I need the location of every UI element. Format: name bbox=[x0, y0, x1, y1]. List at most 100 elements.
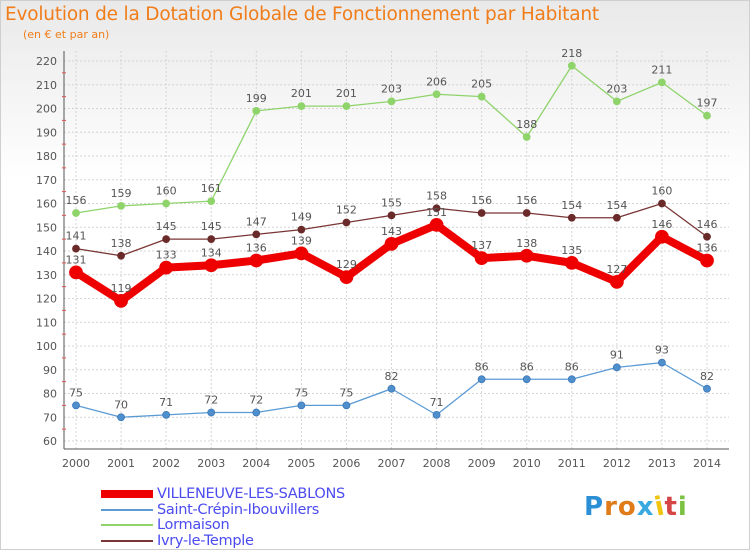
point-ivry-2009 bbox=[477, 209, 486, 217]
point-saint-crepin-2011 bbox=[567, 375, 576, 384]
point-villeneuve-2001 bbox=[114, 293, 128, 308]
point-saint-crepin-2003 bbox=[207, 408, 216, 417]
x-tick-label-2005: 2005 bbox=[287, 457, 315, 470]
value-label-saint-crepin-2008: 71 bbox=[430, 396, 444, 409]
value-label-saint-crepin-2011: 86 bbox=[565, 360, 579, 373]
point-saint-crepin-2006 bbox=[342, 401, 351, 410]
point-saint-crepin-2004 bbox=[252, 408, 261, 417]
x-tick-label-2009: 2009 bbox=[468, 457, 496, 470]
axis-layer: 60 70 80 90 100 110 120 130 140 150 160 170 180 190 20… bbox=[36, 51, 729, 470]
logo-letter: o bbox=[617, 492, 637, 522]
point-lormaison-2010 bbox=[522, 133, 531, 141]
x-tick-label-2014: 2014 bbox=[693, 457, 721, 470]
value-label-lormaison-2000: 156 bbox=[66, 194, 87, 207]
point-ivry-2002 bbox=[162, 235, 171, 244]
value-label-lormaison-2009: 205 bbox=[471, 78, 492, 91]
point-lormaison-2006 bbox=[342, 102, 351, 111]
value-label-lormaison-2013: 211 bbox=[651, 63, 672, 76]
value-label-villeneuve-2005: 139 bbox=[291, 234, 312, 247]
value-label-villeneuve-2003: 134 bbox=[201, 246, 222, 259]
point-lormaison-2001 bbox=[117, 201, 125, 210]
logo-letter: r bbox=[604, 492, 618, 522]
y-tick-label-110: 110 bbox=[36, 316, 57, 329]
logo-letter: P bbox=[584, 492, 605, 522]
value-label-lormaison-2008: 206 bbox=[426, 75, 447, 88]
point-villeneuve-2003 bbox=[204, 258, 219, 273]
point-ivry-2008 bbox=[432, 204, 441, 213]
value-label-ivry-2002: 145 bbox=[156, 220, 177, 233]
y-tick-label-210: 210 bbox=[36, 79, 57, 92]
x-tick-label-2006: 2006 bbox=[332, 457, 360, 470]
point-ivry-2001 bbox=[117, 251, 125, 260]
value-label-ivry-2008: 158 bbox=[426, 189, 447, 202]
value-label-ivry-2000: 141 bbox=[66, 230, 87, 243]
logo-letter: t bbox=[664, 492, 678, 522]
point-saint-crepin-2007 bbox=[387, 384, 396, 393]
series-lormaison bbox=[72, 61, 711, 217]
x-tick-label-2011: 2011 bbox=[558, 457, 586, 470]
value-label-saint-crepin-2010: 86 bbox=[520, 360, 534, 373]
y-tick-label-160: 160 bbox=[36, 198, 57, 211]
value-label-lormaison-2012: 203 bbox=[606, 82, 627, 95]
point-lormaison-2014 bbox=[703, 111, 711, 120]
point-saint-crepin-2008 bbox=[432, 410, 441, 419]
x-tick-label-2008: 2008 bbox=[423, 457, 451, 470]
point-villeneuve-2011 bbox=[564, 255, 579, 270]
value-label-ivry-2007: 155 bbox=[381, 196, 402, 209]
point-villeneuve-2006 bbox=[339, 270, 354, 285]
value-label-villeneuve-2004: 136 bbox=[246, 242, 267, 255]
y-tick-label-60: 60 bbox=[43, 435, 57, 448]
value-label-villeneuve-2013: 146 bbox=[651, 218, 672, 231]
point-villeneuve-2014 bbox=[700, 253, 714, 268]
value-label-saint-crepin-2000: 75 bbox=[69, 386, 83, 399]
x-tick-label-2002: 2002 bbox=[152, 457, 180, 470]
y-tick-label-200: 200 bbox=[36, 103, 57, 116]
legend-swatch-ivry bbox=[101, 539, 153, 542]
point-lormaison-2004 bbox=[252, 106, 261, 115]
value-label-villeneuve-2012: 127 bbox=[606, 263, 627, 276]
y-tick-label-120: 120 bbox=[36, 293, 57, 306]
point-ivry-2006 bbox=[342, 218, 351, 227]
y-tick-label-130: 130 bbox=[36, 269, 57, 282]
value-label-layer: 131 119 133 134 136 139 129 143 151 137 138 135 127 1… bbox=[66, 47, 718, 412]
point-villeneuve-2007 bbox=[384, 236, 399, 251]
x-tick-label-2012: 2012 bbox=[603, 457, 631, 470]
point-villeneuve-2009 bbox=[474, 251, 489, 266]
value-label-saint-crepin-2002: 71 bbox=[159, 396, 173, 409]
value-label-ivry-2003: 145 bbox=[201, 220, 222, 233]
value-label-lormaison-2014: 197 bbox=[697, 97, 718, 110]
point-villeneuve-2008 bbox=[429, 217, 444, 232]
value-label-ivry-2004: 147 bbox=[246, 215, 267, 228]
y-tick-label-100: 100 bbox=[36, 340, 57, 353]
point-lormaison-2008 bbox=[432, 90, 441, 99]
value-label-villeneuve-2001: 119 bbox=[111, 282, 132, 295]
x-tick-label-2007: 2007 bbox=[378, 457, 406, 470]
legend-swatch-lormaison bbox=[101, 524, 153, 526]
point-ivry-2010 bbox=[522, 209, 531, 217]
point-lormaison-2007 bbox=[387, 97, 396, 106]
value-label-villeneuve-2010: 138 bbox=[516, 237, 537, 250]
chart-title: Evolution de la Dotation Globale de Fonc… bbox=[5, 4, 599, 25]
x-tick-label-2010: 2010 bbox=[513, 457, 541, 470]
point-villeneuve-2002 bbox=[159, 260, 174, 275]
legend-label-saint-crepin: Saint-Crépin-Ibouvillers bbox=[157, 501, 320, 518]
grid-layer bbox=[64, 51, 729, 449]
y-tick-label-220: 220 bbox=[36, 55, 57, 68]
point-saint-crepin-2013 bbox=[658, 358, 666, 367]
value-label-villeneuve-2000: 131 bbox=[66, 253, 87, 266]
y-tick-label-140: 140 bbox=[36, 245, 57, 258]
point-saint-crepin-2010 bbox=[522, 375, 531, 384]
point-lormaison-2013 bbox=[658, 78, 666, 87]
point-saint-crepin-2014 bbox=[703, 384, 711, 393]
value-label-ivry-2009: 156 bbox=[471, 194, 492, 207]
value-label-lormaison-2010: 188 bbox=[516, 118, 537, 131]
chart-subtitle: (en € et par an) bbox=[23, 28, 110, 41]
point-villeneuve-2013 bbox=[655, 229, 669, 244]
value-label-saint-crepin-2004: 72 bbox=[249, 394, 263, 407]
legend-swatch-villeneuve bbox=[101, 490, 153, 498]
legend-swatch-saint-crepin bbox=[101, 508, 153, 511]
legend-label-lormaison: Lormaison bbox=[157, 517, 230, 533]
point-lormaison-2003 bbox=[207, 197, 216, 206]
value-label-lormaison-2001: 159 bbox=[111, 187, 132, 200]
